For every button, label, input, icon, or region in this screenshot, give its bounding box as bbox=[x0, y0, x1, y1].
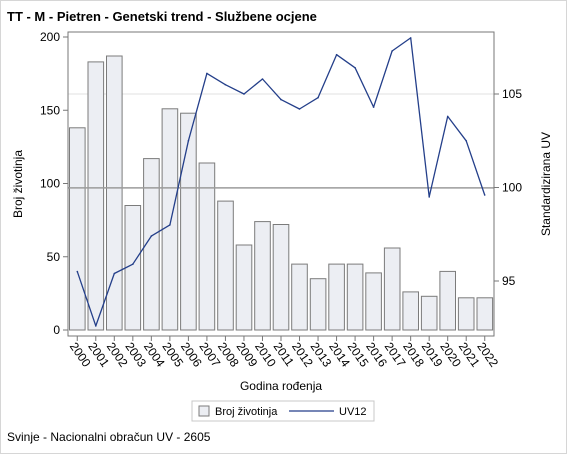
bar-2015 bbox=[346, 263, 364, 331]
point-uv12-2007 bbox=[206, 72, 208, 75]
point-uv12-2019 bbox=[428, 196, 431, 198]
bar-2006 bbox=[180, 112, 197, 331]
point-uv12-2005 bbox=[169, 224, 171, 226]
point-uv12-2006 bbox=[187, 140, 190, 142]
bar-2012 bbox=[291, 263, 308, 331]
y-axis-left-title: Broj životinja bbox=[11, 150, 25, 218]
x-axis-title: Godina rođenja bbox=[240, 379, 322, 393]
point-uv12-2017 bbox=[391, 50, 393, 52]
bar-2003 bbox=[124, 205, 142, 331]
bar-2005 bbox=[161, 108, 179, 331]
ytick-left-label-200: 200 bbox=[40, 30, 60, 44]
bar-2013 bbox=[309, 278, 327, 331]
ytick-left-label-0: 0 bbox=[53, 323, 60, 337]
point-uv12-2008 bbox=[224, 83, 227, 86]
point-uv12-2015 bbox=[354, 67, 356, 69]
ytick-left-label-50: 50 bbox=[47, 250, 61, 264]
bar-2002 bbox=[106, 55, 123, 331]
bar-2008 bbox=[217, 200, 234, 331]
point-uv12-2012 bbox=[298, 108, 301, 110]
bar-2010 bbox=[254, 221, 271, 331]
point-uv12-2021 bbox=[465, 140, 468, 142]
point-uv12-2022 bbox=[483, 194, 486, 196]
chart-title: TT - M - Pietren - Genetski trend - Služ… bbox=[7, 9, 317, 24]
bar-2016 bbox=[365, 272, 382, 331]
ytick-right-label-95: 95 bbox=[502, 274, 516, 288]
bar-2004 bbox=[143, 158, 160, 331]
bar-2019 bbox=[420, 295, 438, 331]
point-uv12-2020 bbox=[446, 115, 449, 118]
bar-2022 bbox=[476, 297, 494, 331]
point-uv12-2016 bbox=[372, 106, 375, 108]
point-uv12-2010 bbox=[261, 78, 264, 80]
point-uv12-2014 bbox=[335, 53, 338, 56]
bar-2017 bbox=[383, 247, 401, 331]
point-uv12-2011 bbox=[280, 98, 282, 101]
point-uv12-2001 bbox=[95, 325, 97, 327]
point-uv12-2003 bbox=[132, 263, 134, 266]
y-axis-right-title: Standardizirana UV bbox=[539, 132, 553, 236]
bar-2011 bbox=[272, 224, 290, 331]
ytick-left-label-100: 100 bbox=[40, 177, 60, 191]
ytick-right-label-105: 105 bbox=[502, 87, 522, 101]
bar-2007 bbox=[198, 162, 216, 331]
point-uv12-2002 bbox=[113, 272, 116, 275]
point-uv12-2013 bbox=[317, 96, 319, 99]
legend-label-bars: Broj životinja bbox=[215, 406, 278, 418]
point-uv12-2000 bbox=[76, 270, 79, 273]
bar-2009 bbox=[235, 244, 253, 331]
point-uv12-2018 bbox=[409, 37, 412, 39]
bar-2020 bbox=[439, 270, 456, 331]
point-uv12-2009 bbox=[243, 93, 245, 95]
legend-box bbox=[191, 400, 375, 422]
point-uv12-2004 bbox=[150, 235, 153, 237]
bar-2000 bbox=[69, 127, 86, 331]
legend-swatch-bars bbox=[198, 405, 210, 417]
legend-label-line: UV12 bbox=[339, 406, 367, 418]
bar-2014 bbox=[328, 263, 345, 331]
bar-2018 bbox=[402, 291, 419, 331]
bar-2001 bbox=[87, 61, 105, 331]
footnote: Svinje - Nacionalni obračun UV - 2605 bbox=[7, 430, 211, 444]
ytick-right-label-100: 100 bbox=[502, 181, 522, 195]
ytick-left-label-150: 150 bbox=[40, 103, 60, 117]
bar-2021 bbox=[457, 297, 475, 331]
